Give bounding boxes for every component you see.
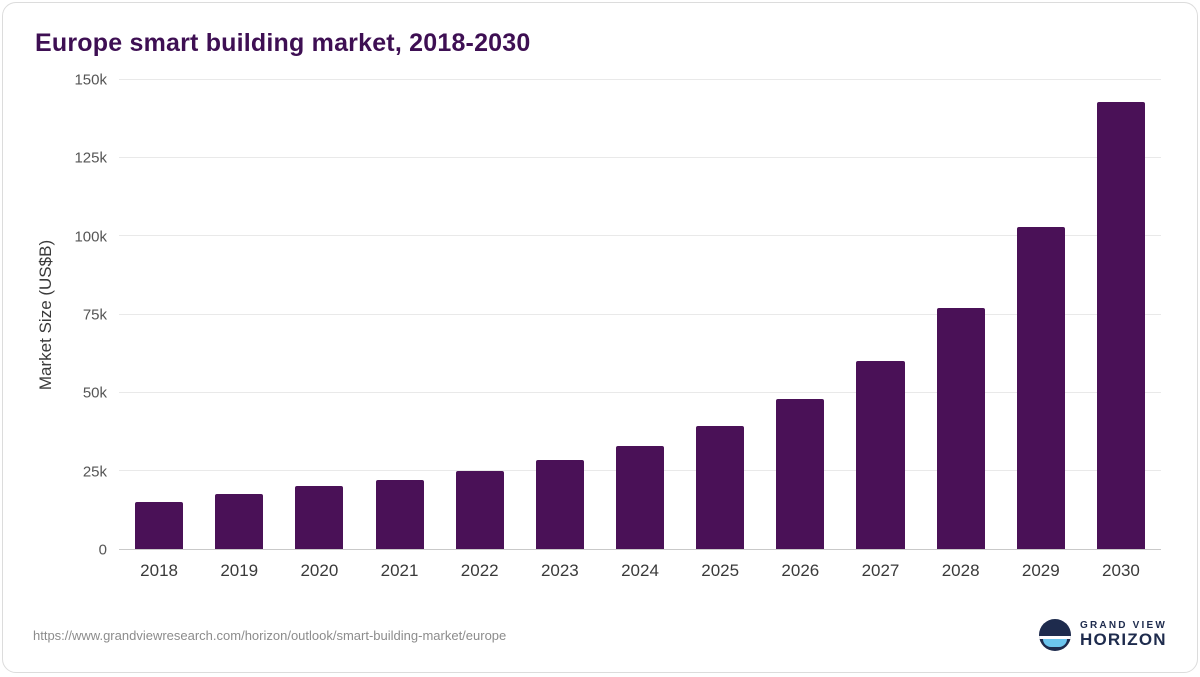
gridline <box>119 313 1161 315</box>
logo-line2: HORIZON <box>1080 630 1167 650</box>
bar-2022 <box>455 470 504 549</box>
bar-slot-2018 <box>119 80 199 549</box>
gridline <box>119 391 1161 393</box>
logo-text: GRAND VIEW HORIZON <box>1080 620 1167 650</box>
plot-area <box>119 79 1161 550</box>
bar-slot-2030 <box>1081 80 1161 549</box>
bar-slot-2028 <box>921 80 1001 549</box>
bar-slot-2020 <box>279 80 359 549</box>
bar-2028 <box>936 308 985 549</box>
y-tick-label: 75k <box>82 306 107 324</box>
x-tick-label-2021: 2021 <box>380 561 419 580</box>
bar-slot-2029 <box>1001 80 1081 549</box>
bar-2023 <box>535 459 584 549</box>
gridline <box>119 79 1161 80</box>
x-tick-label-2025: 2025 <box>701 561 740 580</box>
bar-2025 <box>696 425 745 549</box>
y-axis-title-wrap: Market Size (US$B) <box>31 80 61 592</box>
y-tick-label: 0 <box>98 541 107 559</box>
bar-slot-2022 <box>440 80 520 549</box>
y-tick-label: 150k <box>74 71 107 89</box>
footer: https://www.grandviewresearch.com/horizo… <box>3 592 1197 672</box>
x-tick-label-2028: 2028 <box>941 561 980 580</box>
x-tick-label-2030: 2030 <box>1102 561 1140 580</box>
bar-slot-2021 <box>359 80 439 549</box>
y-tick-label: 125k <box>74 149 107 167</box>
x-tick-label-2023: 2023 <box>540 561 579 580</box>
y-axis-ticks: 0 25k 50k 75k 100k 125k 150k <box>61 72 119 559</box>
logo-line1: GRAND VIEW <box>1080 620 1167 632</box>
bars-container <box>119 80 1161 549</box>
bar-2021 <box>375 480 424 549</box>
x-axis-labels: 2018 2019 2020 2021 2022 2023 2024 2025 2026 2027… <box>119 550 1161 592</box>
bar-2030 <box>1096 101 1145 549</box>
logo-sea-shape <box>1043 639 1067 647</box>
bar-slot-2019 <box>199 80 279 549</box>
y-axis-title: Market Size (US$B) <box>36 239 55 391</box>
logo-horizon-stripe <box>1039 636 1071 639</box>
bar-2018 <box>135 502 184 549</box>
x-tick-label-2026: 2026 <box>781 561 820 580</box>
bar-2026 <box>776 398 825 549</box>
bar-slot-2025 <box>680 80 760 549</box>
horizon-logo-icon <box>1039 619 1071 651</box>
x-tick-label-2020: 2020 <box>300 561 339 580</box>
x-tick-label-2024: 2024 <box>621 561 659 580</box>
y-tick-label: 50k <box>82 384 107 402</box>
chart-title: Europe smart building market, 2018-2030 <box>35 29 531 57</box>
x-tick-label-2027: 2027 <box>861 561 900 580</box>
chart-area: Market Size (US$B) 0 25k 50k 75k 100k 125k 150… <box>3 72 1197 592</box>
x-tick-label-2018: 2018 <box>140 561 178 580</box>
bar-slot-2023 <box>520 80 600 549</box>
y-tick-label: 100k <box>74 228 107 246</box>
gridline <box>119 157 1161 159</box>
y-tick-label: 25k <box>82 463 107 481</box>
x-tick-label-2019: 2019 <box>220 561 259 580</box>
gridline <box>119 235 1161 237</box>
bar-2020 <box>295 486 344 549</box>
bar-slot-2027 <box>840 80 920 549</box>
bar-2027 <box>856 361 905 549</box>
bar-slot-2026 <box>760 80 840 549</box>
x-tick-label-2022: 2022 <box>460 561 499 580</box>
bar-slot-2024 <box>600 80 680 549</box>
brand-logo: GRAND VIEW HORIZON <box>1039 619 1167 651</box>
bar-2029 <box>1016 226 1065 549</box>
plot-column: 2018 2019 2020 2021 2022 2023 2024 2025 2026 2027… <box>119 79 1161 592</box>
bar-2024 <box>615 445 665 549</box>
source-url: https://www.grandviewresearch.com/horizo… <box>33 627 507 643</box>
x-tick-label-2029: 2029 <box>1021 561 1060 580</box>
bar-2019 <box>215 494 264 549</box>
